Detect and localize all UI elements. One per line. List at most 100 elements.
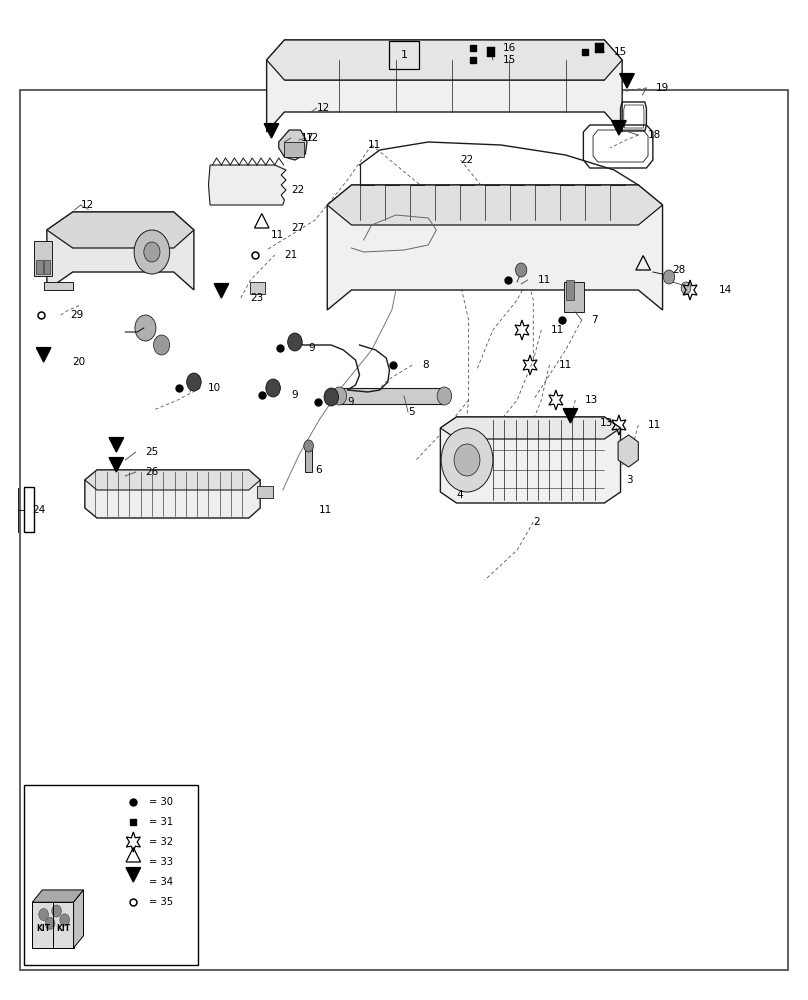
Text: 5: 5 [408, 407, 415, 417]
Text: 27: 27 [291, 223, 304, 233]
Text: 12: 12 [81, 200, 94, 210]
Circle shape [144, 242, 160, 262]
Circle shape [681, 282, 691, 294]
Bar [305, 444, 312, 472]
Text: 17: 17 [301, 133, 314, 143]
Text: 15: 15 [614, 47, 627, 57]
Bar [44, 260, 50, 274]
Text: 4: 4 [457, 490, 463, 500]
Polygon shape [32, 890, 83, 902]
Text: 11: 11 [319, 505, 332, 515]
Text: 11: 11 [559, 360, 572, 370]
Polygon shape [44, 282, 73, 290]
Circle shape [52, 905, 61, 917]
Polygon shape [74, 890, 83, 948]
Text: = 33: = 33 [149, 857, 174, 867]
Polygon shape [618, 435, 638, 467]
Polygon shape [563, 409, 578, 423]
Text: 13: 13 [585, 395, 598, 405]
Text: 22: 22 [291, 185, 304, 195]
Text: 11: 11 [368, 140, 381, 150]
Polygon shape [267, 40, 622, 132]
Text: 12: 12 [317, 103, 330, 113]
Text: 15: 15 [503, 55, 516, 65]
Polygon shape [85, 470, 260, 518]
Polygon shape [32, 902, 74, 948]
Circle shape [154, 335, 170, 355]
Circle shape [135, 315, 156, 341]
Text: 28: 28 [672, 265, 685, 275]
Bar [20, 90, 788, 970]
Text: 26: 26 [145, 467, 158, 477]
Text: 18: 18 [648, 130, 661, 140]
Text: 19: 19 [656, 83, 669, 93]
Text: 24: 24 [32, 505, 45, 515]
Text: = 31: = 31 [149, 817, 174, 827]
Text: 14: 14 [719, 285, 732, 295]
Bar [257, 486, 273, 498]
Polygon shape [612, 121, 626, 135]
Circle shape [134, 230, 170, 274]
Bar [34, 241, 52, 276]
Text: 8: 8 [422, 360, 428, 370]
Text: = 30: = 30 [149, 797, 174, 807]
Polygon shape [440, 417, 621, 439]
Polygon shape [47, 212, 194, 290]
Text: KIT: KIT [56, 924, 70, 933]
Circle shape [266, 379, 280, 397]
Text: 29: 29 [70, 310, 83, 320]
Text: 22: 22 [461, 155, 473, 165]
Bar [250, 282, 265, 294]
Polygon shape [279, 130, 307, 160]
Circle shape [324, 388, 339, 406]
Polygon shape [327, 185, 663, 310]
Circle shape [304, 440, 314, 452]
Bar [595, 43, 604, 53]
Text: 3: 3 [626, 475, 633, 485]
Text: 9: 9 [291, 390, 297, 400]
Bar [284, 142, 304, 157]
Text: 1: 1 [401, 50, 407, 60]
Circle shape [454, 444, 480, 476]
Circle shape [60, 914, 69, 926]
Text: = 34: = 34 [149, 877, 174, 887]
Bar [564, 282, 584, 312]
Text: 23: 23 [250, 293, 263, 303]
Text: 6: 6 [315, 465, 322, 475]
Polygon shape [85, 470, 260, 490]
Circle shape [441, 428, 493, 492]
Text: = 35: = 35 [149, 897, 174, 907]
Polygon shape [267, 40, 622, 80]
Bar [36, 260, 43, 274]
Circle shape [516, 263, 527, 277]
Text: = 32: = 32 [149, 837, 174, 847]
Polygon shape [109, 438, 124, 452]
Text: 11: 11 [271, 230, 284, 240]
Polygon shape [440, 417, 621, 503]
Text: 11: 11 [537, 275, 550, 285]
Polygon shape [47, 212, 194, 248]
Bar [24, 785, 198, 965]
Polygon shape [327, 185, 663, 225]
Polygon shape [126, 868, 141, 882]
Text: 10: 10 [208, 383, 221, 393]
Circle shape [45, 917, 55, 929]
Text: 21: 21 [284, 250, 297, 260]
Bar [24, 487, 34, 532]
Text: 11: 11 [648, 420, 661, 430]
Text: 2: 2 [533, 517, 540, 527]
Bar [339, 388, 444, 404]
Text: KIT: KIT [36, 924, 50, 933]
Bar [389, 41, 419, 69]
Polygon shape [36, 348, 51, 362]
Bar [566, 280, 574, 300]
Circle shape [288, 333, 302, 351]
Polygon shape [214, 284, 229, 298]
Text: 9: 9 [309, 343, 315, 353]
Circle shape [187, 373, 201, 391]
Text: 9: 9 [347, 397, 354, 407]
Polygon shape [264, 124, 279, 138]
Text: 12: 12 [305, 133, 318, 143]
Circle shape [332, 387, 347, 405]
Text: 20: 20 [73, 357, 86, 367]
